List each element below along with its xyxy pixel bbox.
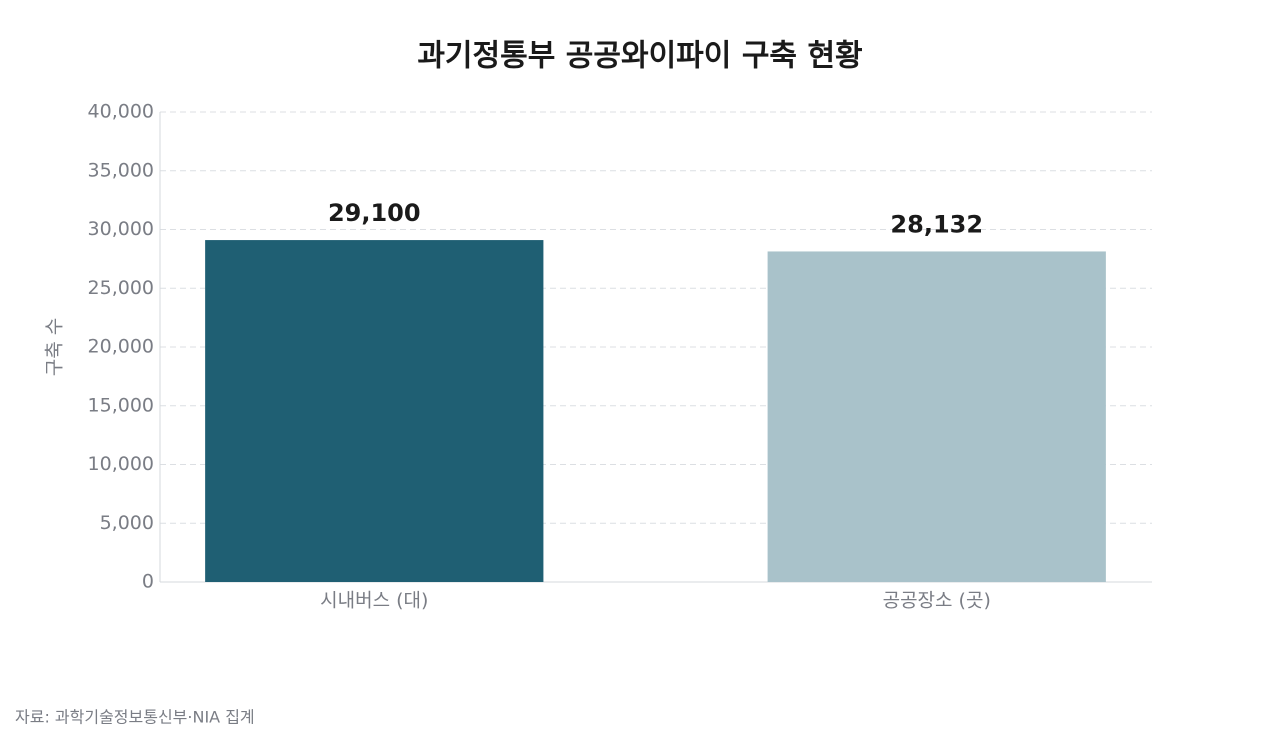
y-tick-label: 5,000 bbox=[100, 512, 154, 534]
y-tick-label: 40,000 bbox=[88, 101, 154, 123]
y-tick-label: 10,000 bbox=[88, 453, 154, 475]
value-label: 29,100 bbox=[328, 199, 421, 227]
y-tick-label: 0 bbox=[142, 571, 154, 593]
source-note: 자료: 과학기술정보통신부·NIA 집계 bbox=[15, 708, 255, 727]
bar bbox=[767, 251, 1106, 582]
y-axis-label: 구축 수 bbox=[44, 318, 66, 376]
chart-title: 과기정통부 공공와이파이 구축 현황 bbox=[417, 39, 862, 74]
y-tick-label: 30,000 bbox=[88, 218, 154, 240]
y-tick-label: 15,000 bbox=[88, 394, 154, 416]
value-label: 28,132 bbox=[890, 210, 983, 238]
y-tick-label: 35,000 bbox=[88, 159, 154, 181]
y-tick-label: 20,000 bbox=[88, 336, 154, 358]
bar bbox=[205, 240, 544, 582]
x-tick-label: 공공장소 (곳) bbox=[883, 590, 991, 612]
y-tick-label: 25,000 bbox=[88, 277, 154, 299]
x-tick-label: 시내버스 (대) bbox=[320, 590, 428, 612]
